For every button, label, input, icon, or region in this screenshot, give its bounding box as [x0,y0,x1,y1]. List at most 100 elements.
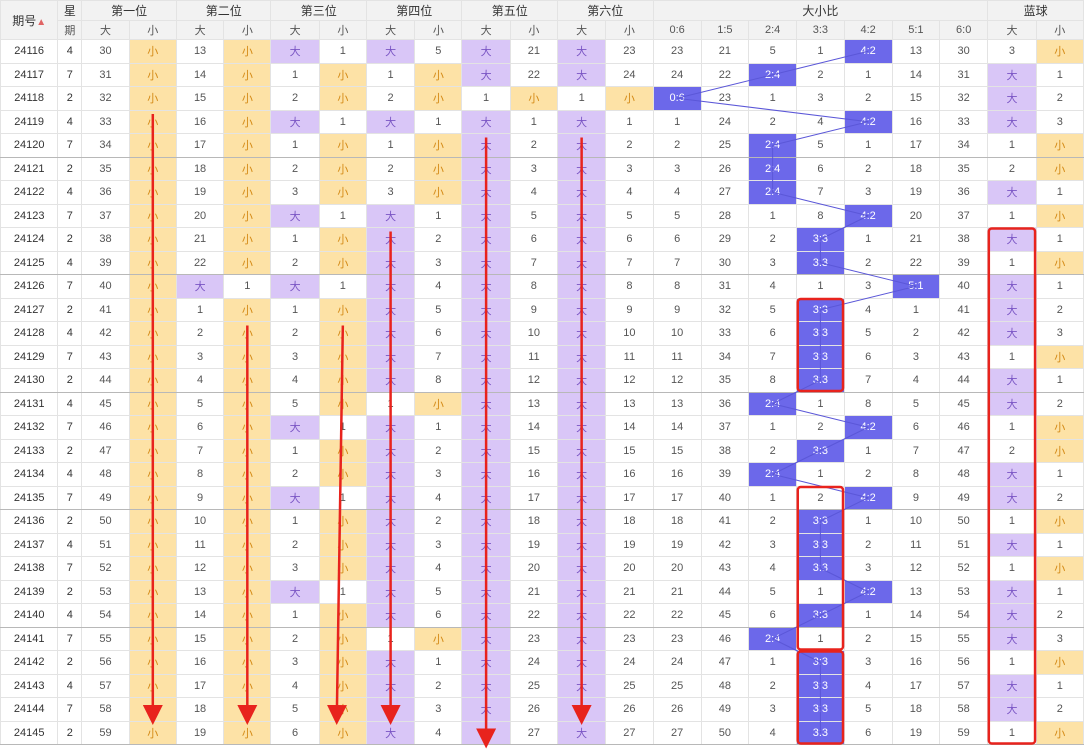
pos4-big-cell: 大 [365,720,416,745]
weekday-cell: 4 [57,321,83,346]
ratio-cell: 2 [843,156,893,181]
pos4-big-cell: 大 [365,321,416,346]
pos6-big-cell: 大 [556,603,607,628]
ratio-cell: 14 [652,415,702,440]
blue-small-cell: 小 [1035,156,1084,181]
ratio-cell: 3 [843,180,893,205]
ratio-cell: 7 [843,368,893,393]
pos3-small-cell: 1 [318,415,367,440]
table-row: 24122 4 36 小 19 小 3 小 3 小大 4 大 4 4 27 2:4 7 3 19 36 大 1 [0,180,1084,205]
period-cell: 24120 [0,133,59,158]
ratio-cell: 24 [652,650,702,675]
period-header[interactable]: 期号▲ [0,0,59,40]
weekday-cell: 4 [57,39,83,64]
pos2-big-cell: 10 [175,509,225,534]
pos3-big-cell: 1 [270,603,320,628]
pos3-small-cell: 小 [318,62,367,87]
pos2-small-cell: 小 [223,250,272,275]
ratio-hit-cell: 3:3 [796,368,845,393]
ratio-cell: 1 [652,109,702,134]
pos2-big-cell: 20 [175,203,225,228]
pos3-big-cell: 1 [270,62,320,87]
ratio-cell: 21 [891,227,941,252]
pos1-big-cell: 39 [81,250,130,275]
pos2-small-cell: 小 [223,697,272,722]
pos3-small-cell: 小 [318,509,367,534]
pos4-big-cell: 大 [365,344,416,369]
pos4-big-cell: 3 [365,180,416,205]
pos4-small-cell: 4 [414,485,463,510]
ratio-cell: 24 [652,62,702,87]
ratio-cell: 1 [796,274,845,299]
ratio-cell: 58 [939,697,989,722]
pos2-small-cell: 小 [223,297,272,322]
pos3-small-cell: 小 [318,156,367,181]
pos3-small-cell: 小 [318,368,367,393]
pos4-small-cell: 6 [414,321,463,346]
period-cell: 24127 [0,297,59,322]
ratio-cell: 39 [700,462,750,487]
pos3-big-cell: 1 [270,297,320,322]
pos1-big-cell: 47 [81,438,130,463]
weekday-cell: 4 [57,603,83,628]
pos6-small-cell: 10 [605,321,654,346]
pos1-big-cell: 34 [81,133,130,158]
pos4-small-cell: 5 [414,297,463,322]
ratio-cell: 7 [748,344,798,369]
pos6-small-cell: 2 [605,133,654,158]
pos2-big-subheader: 大 [175,20,225,40]
ratio-cell: 48 [939,462,989,487]
ratio-cell: 2 [652,133,702,158]
pos6-small-cell: 1 [605,109,654,134]
pos3-big-cell: 3 [270,556,320,581]
ratio-cell: 35 [939,156,989,181]
ratio-cell: 52 [939,556,989,581]
period-cell: 24143 [0,673,59,698]
period-cell: 24118 [0,86,59,111]
pos1-small-cell: 小 [128,720,177,745]
pos1-big-cell: 59 [81,720,130,745]
ratio-cell: 40 [700,485,750,510]
pos2-small-cell: 小 [223,227,272,252]
pos4-small-cell: 8 [414,368,463,393]
pos2-big-cell: 16 [175,109,225,134]
pos2-big-cell: 3 [175,344,225,369]
weekday-cell: 7 [57,133,83,158]
ratio-cell: 1 [843,133,893,158]
sort-icon[interactable]: ▲ [36,16,47,28]
weekday-cell: 7 [57,274,83,299]
pos2-small-cell: 小 [223,368,272,393]
pos5-big-cell: 大 [461,156,511,181]
ratio-cell: 4 [748,556,798,581]
pos5-big-cell: 大 [461,673,511,698]
pos1-big-cell: 31 [81,62,130,87]
ratio-cell: 1 [843,62,893,87]
ratio-col-header: 6:0 [939,20,989,40]
ratio-cell: 50 [939,509,989,534]
blue-big-cell: 2 [987,438,1037,463]
pos6-small-cell: 13 [605,391,654,416]
pos4-small-cell: 2 [414,438,463,463]
pos5-small-cell: 15 [509,438,559,463]
pos6-small-cell: 24 [605,62,654,87]
pos3-small-cell: 小 [318,344,367,369]
pos5-small-cell: 8 [509,274,559,299]
weekday-header-top: 星 [57,0,83,21]
table-row: 24132 7 46 小 6 小大 1 大 1 大 14 大 14 14 37 1 2 4:2 6 46 1 小 [0,415,1084,440]
ratio-cell: 2 [843,532,893,557]
ratio-cell: 18 [891,697,941,722]
table-row: 24140 4 54 小 14 小 1 小大 6 大 22 大 22 22 45 6 3:3 1 14 54 大 2 [0,603,1084,628]
ratio-cell: 2 [843,86,893,111]
pos4-small-cell: 3 [414,462,463,487]
pos3-small-cell: 小 [318,720,367,745]
pos5-big-cell: 大 [461,626,511,651]
blue-big-cell: 大 [987,368,1037,393]
ratio-cell: 5 [652,203,702,228]
ratio-col-header: 3:3 [796,20,845,40]
pos5-small-cell: 5 [509,203,559,228]
ratio-hit-cell: 3:3 [796,509,845,534]
pos6-small-cell: 9 [605,297,654,322]
pos1-big-cell: 48 [81,462,130,487]
pos6-big-cell: 大 [556,415,607,440]
